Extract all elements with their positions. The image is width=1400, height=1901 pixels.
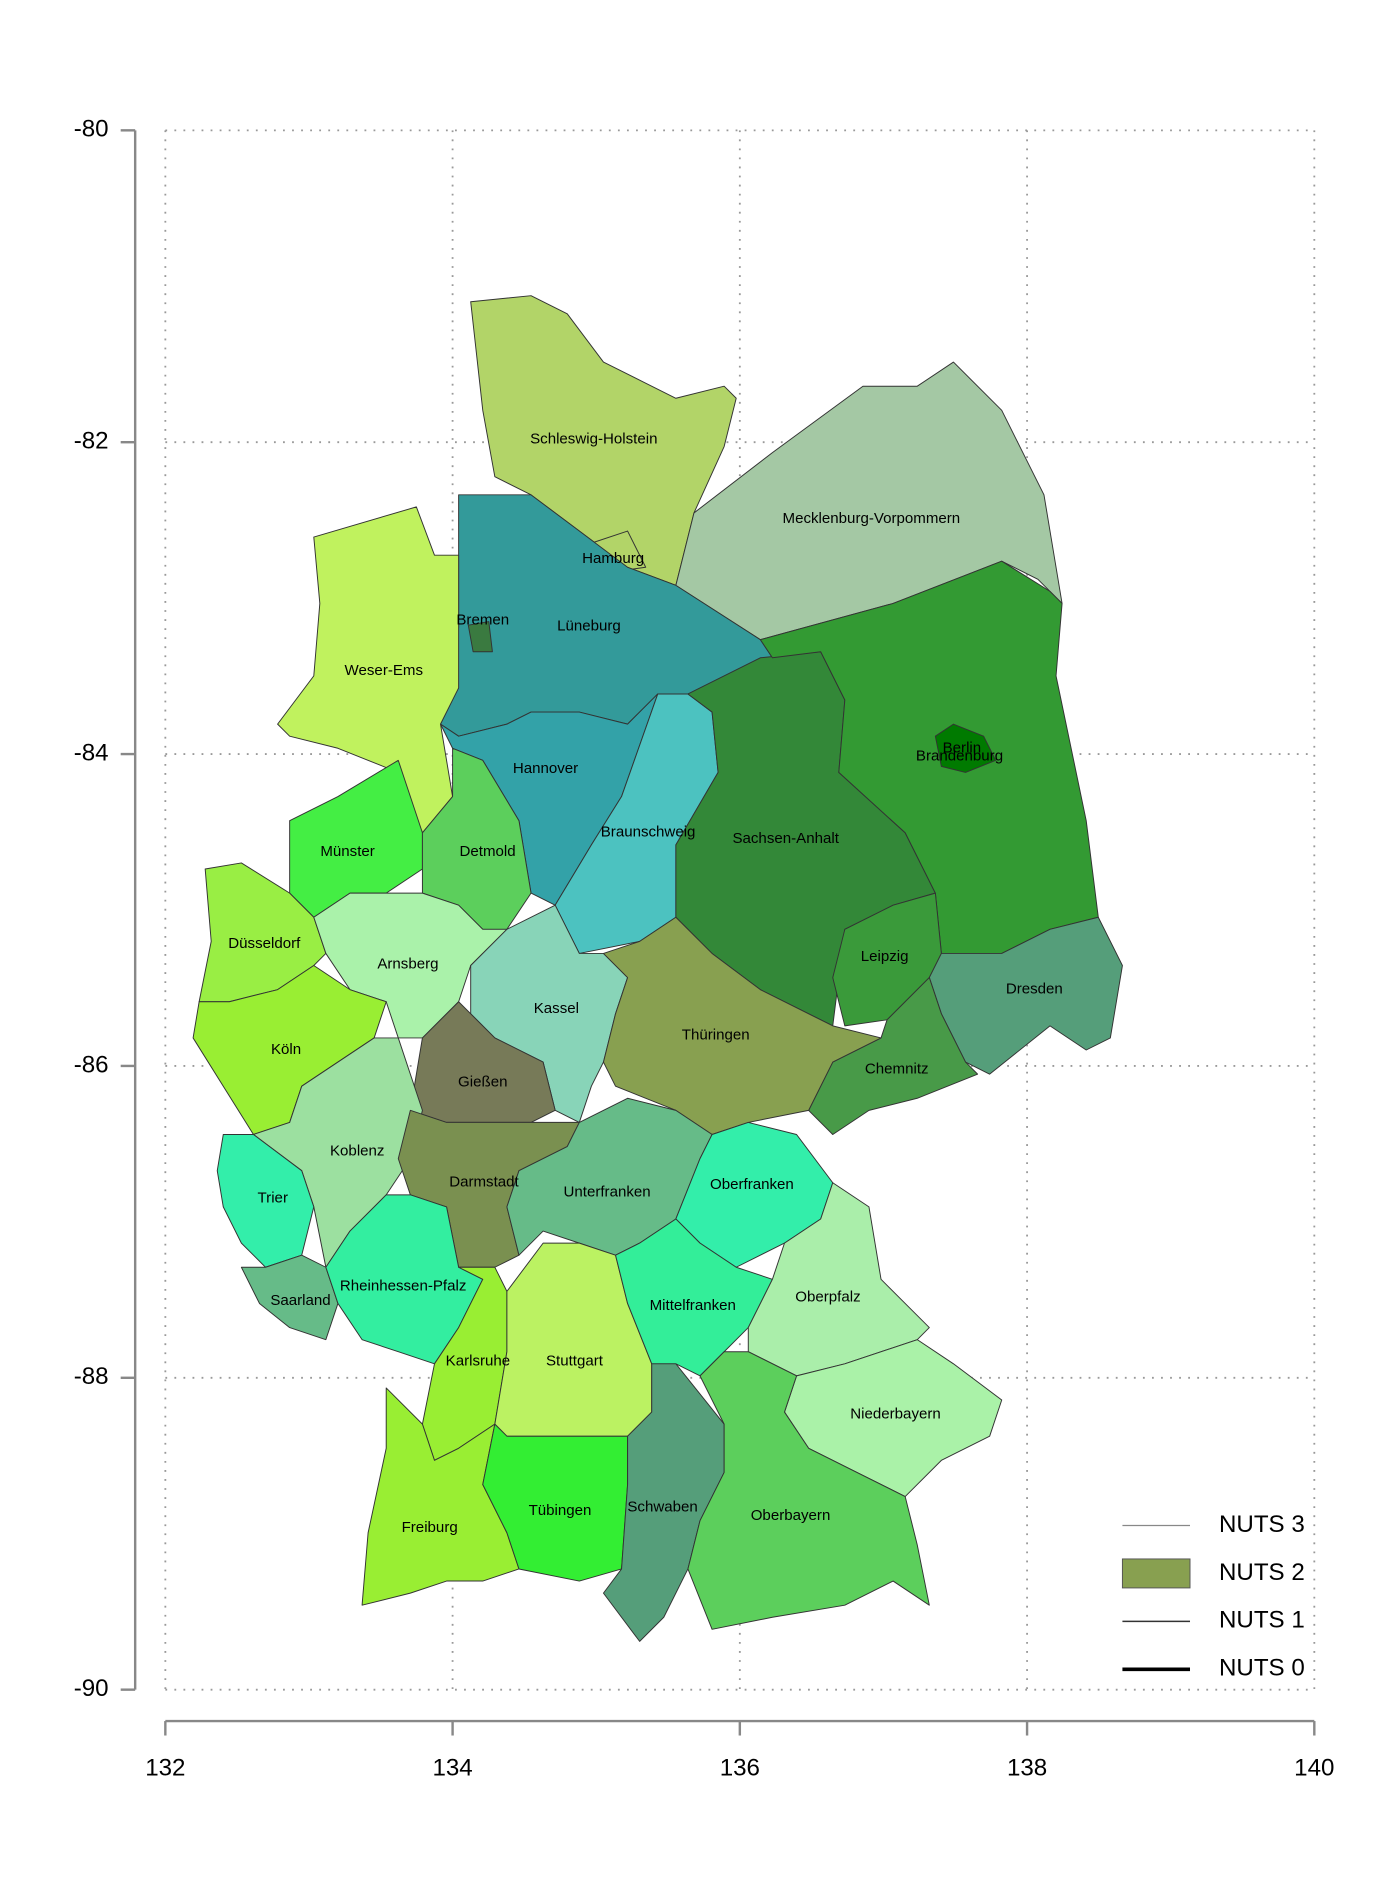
y-tick-label: -84 (74, 739, 109, 766)
region-label: Brandenburg (916, 748, 1003, 765)
region-label: Dresden (1006, 981, 1063, 998)
legend-swatch (1121, 1558, 1191, 1589)
region (467, 621, 493, 653)
region-label: Lüneburg (557, 617, 621, 634)
region-label: Stuttgart (546, 1352, 604, 1369)
region-label: Berlin (943, 739, 982, 756)
region-label: Mittelfranken (650, 1297, 736, 1314)
region-label: Weser-Ems (345, 662, 423, 679)
region-label: Rheinhessen-Pfalz (340, 1278, 467, 1295)
region-label: Darmstadt (449, 1174, 519, 1191)
region-label: Freiburg (402, 1519, 458, 1536)
region-label: Saarland (270, 1292, 330, 1309)
region-label: Arnsberg (377, 955, 438, 972)
x-tick-label: 138 (1007, 1755, 1047, 1782)
region-label: Chemnitz (865, 1060, 929, 1077)
region-label: Trier (258, 1189, 288, 1206)
y-tick-label: -88 (74, 1363, 109, 1390)
region-label: Mecklenburg-Vorpommern (783, 510, 961, 527)
region-label: Münster (320, 843, 374, 860)
region (687, 1351, 930, 1630)
region-label: Karlsruhe (446, 1352, 511, 1369)
x-tick-label: 132 (145, 1755, 185, 1782)
region-label: Gießen (458, 1074, 507, 1091)
y-tick-label: -90 (74, 1675, 109, 1702)
region-label: Schleswig-Holstein (530, 430, 657, 447)
region-label: Sachsen-Anhalt (732, 830, 839, 847)
x-tick-label: 134 (432, 1755, 472, 1782)
region (602, 916, 882, 1135)
region-label: Düsseldorf (228, 935, 301, 952)
region-label: Schwaben (627, 1498, 697, 1515)
region-label: Unterfranken (563, 1183, 650, 1200)
region (934, 723, 997, 773)
region-label: Oberpfalz (795, 1288, 860, 1305)
y-tick-label: -80 (74, 116, 109, 143)
region-label: Tübingen (529, 1502, 592, 1519)
legend-label: NUTS 0 (1219, 1655, 1305, 1682)
region-label: Detmold (460, 843, 516, 860)
region-label: Köln (271, 1041, 301, 1058)
plot-area: Schleswig-Holstein Hamburg Mecklenburg-Vor… (74, 116, 1335, 1782)
legend-label: NUTS 1 (1219, 1607, 1305, 1634)
region-label: Koblenz (330, 1142, 385, 1159)
region (470, 295, 737, 586)
region-label: Thüringen (682, 1027, 750, 1044)
region-label: Oberfranken (710, 1176, 794, 1193)
legend-label: NUTS 2 (1219, 1559, 1305, 1586)
region-label: Niederbayern (850, 1405, 941, 1422)
x-tick-label: 136 (720, 1755, 760, 1782)
region-label: Bremen (456, 611, 509, 628)
legend-label: NUTS 3 (1219, 1511, 1305, 1538)
region-label: Braunschweig (601, 824, 696, 841)
region-label: Leipzig (861, 948, 909, 965)
y-tick-label: -86 (74, 1051, 109, 1078)
region-label: Hamburg (582, 550, 644, 567)
y-tick-label: -82 (74, 428, 109, 455)
x-tick-label: 140 (1294, 1755, 1334, 1782)
region-label: Hannover (513, 760, 578, 777)
region-label: Oberbayern (751, 1507, 831, 1524)
region-label: Kassel (534, 1000, 579, 1017)
